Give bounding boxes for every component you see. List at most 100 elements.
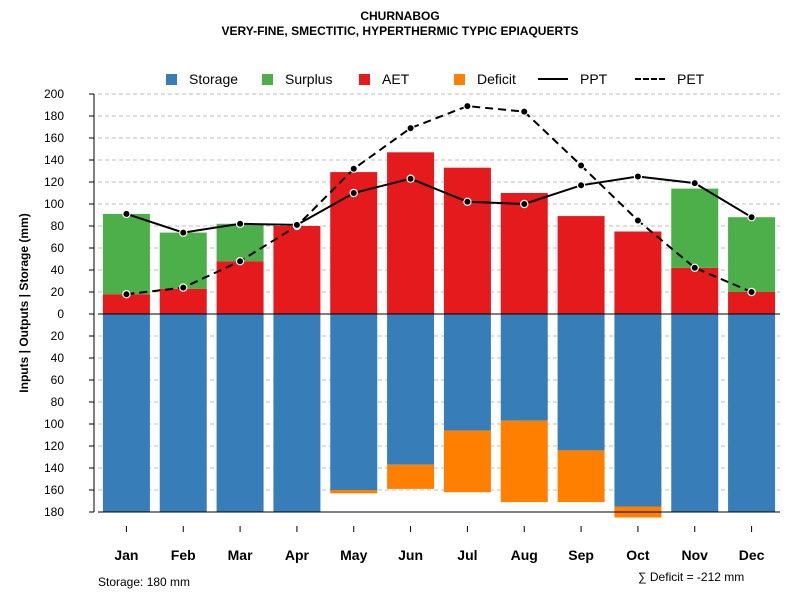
chart-subtitle: VERY-FINE, SMECTITIC, HYPERTHERMIC TYPIC… xyxy=(221,24,579,38)
legend-deficit: Deficit xyxy=(454,70,516,88)
x-tick-label-oct: Oct xyxy=(626,547,650,563)
pet-line-point-nov xyxy=(690,263,699,272)
legend-aet-swatch xyxy=(359,74,370,85)
deficit-bar-jul xyxy=(443,430,491,493)
y-tick-label-11: 20 xyxy=(51,329,65,343)
deficit-bar-aug xyxy=(500,420,548,503)
storage-bar-jul xyxy=(443,314,491,431)
storage-bar-sep xyxy=(557,314,605,451)
pet-line-point-may xyxy=(349,164,358,173)
y-tick-label-8: 40 xyxy=(51,263,65,277)
y-tick-label-2: 160 xyxy=(44,131,64,145)
x-tick-label-feb: Feb xyxy=(171,547,196,563)
legend-deficit-swatch xyxy=(454,74,465,85)
aet-bar-sep xyxy=(557,216,605,314)
pet-line-point-sep xyxy=(576,161,586,170)
storage-bar-aug xyxy=(500,314,548,421)
legend-ppt-label: PPT xyxy=(580,71,608,87)
ppt-line-point-aug xyxy=(520,199,529,209)
legend-deficit-label: Deficit xyxy=(477,71,516,87)
y-tick-label-16: 120 xyxy=(44,439,64,453)
ppt-line xyxy=(126,175,753,234)
ppt-line-point-jun xyxy=(406,174,415,183)
y-tick-label-0: 200 xyxy=(44,87,64,101)
storage-bar-dec xyxy=(728,314,776,512)
y-tick-label-3: 140 xyxy=(44,153,64,167)
y-tick-label-19: 180 xyxy=(44,505,64,519)
pet-line xyxy=(126,105,752,296)
ppt-line-point-nov xyxy=(690,178,699,188)
legend-storage-swatch xyxy=(166,74,177,85)
legend-storage-label: Storage xyxy=(189,71,239,87)
deficit-bar-may xyxy=(330,490,378,494)
aet-bar-mar xyxy=(216,261,264,314)
y-tick-label-7: 60 xyxy=(51,241,65,255)
legend-storage: Storage xyxy=(166,70,238,88)
ppt-line-point-jan xyxy=(122,209,131,219)
y-tick-label-13: 60 xyxy=(51,373,65,387)
legend-pet-line xyxy=(635,78,665,80)
legend-surplus: Surplus xyxy=(262,70,332,88)
storage-bar-may xyxy=(330,314,378,490)
storage-bar-oct xyxy=(614,314,662,507)
y-tick-label-15: 100 xyxy=(44,417,64,431)
chart-title: CHURNABOG xyxy=(360,9,440,23)
deficit-note: ∑ Deficit = -212 mm xyxy=(638,570,745,584)
pet-line-point-dec xyxy=(747,287,756,297)
storage-bar-feb xyxy=(159,314,207,512)
storage-bar-jan xyxy=(102,314,150,512)
x-tick-label-jan: Jan xyxy=(114,547,138,563)
x-tick-label-nov: Nov xyxy=(682,547,709,563)
legend-pet-label: PET xyxy=(677,71,705,87)
ppt-line-point-sep xyxy=(576,181,586,190)
y-tick-label-1: 180 xyxy=(44,109,64,123)
legend-aet-label: AET xyxy=(382,71,410,87)
pet-line-point-feb xyxy=(179,283,188,292)
legend-surplus-label: Surplus xyxy=(285,71,333,87)
y-tick-label-4: 120 xyxy=(44,175,64,189)
y-tick-label-14: 80 xyxy=(51,395,65,409)
y-tick-label-5: 100 xyxy=(44,197,64,211)
surplus-bar-nov xyxy=(671,188,719,268)
ppt-line-point-oct xyxy=(633,172,643,181)
aet-bar-jul xyxy=(443,167,491,314)
deficit-bar-jun xyxy=(387,464,435,489)
ppt-line-point-dec xyxy=(747,212,756,222)
ppt-line-point-mar xyxy=(235,219,245,228)
aet-bar-jan xyxy=(102,294,150,314)
x-tick-label-aug: Aug xyxy=(511,547,538,563)
y-tick-label-18: 160 xyxy=(44,483,64,497)
legend-aet: AET xyxy=(359,70,409,88)
y-axis-label: Inputs | Outputs | Storage (mm) xyxy=(17,213,31,392)
storage-bar-nov xyxy=(671,314,719,512)
ppt-line-point-may xyxy=(349,188,358,198)
aet-bar-feb xyxy=(159,288,207,314)
legend: Storage Surplus AET Deficit PPT PET xyxy=(0,70,800,90)
pet-line-point-jan xyxy=(122,290,131,299)
y-tick-label-9: 20 xyxy=(51,285,65,299)
x-tick-label-dec: Dec xyxy=(739,547,765,563)
surplus-bar-dec xyxy=(728,217,776,292)
x-tick-label-jul: Jul xyxy=(457,547,477,563)
pet-line-point-jul xyxy=(463,101,472,111)
surplus-bar-feb xyxy=(159,232,207,289)
storage-bar-apr xyxy=(273,314,321,512)
pet-line-point-jun xyxy=(406,123,415,133)
storage-note: Storage: 180 mm xyxy=(98,575,191,589)
aet-bar-apr xyxy=(273,226,321,314)
pet-line-point-aug xyxy=(520,107,529,116)
ppt-line-point-apr xyxy=(292,220,302,230)
storage-bar-mar xyxy=(216,314,264,512)
deficit-bar-sep xyxy=(557,450,605,503)
x-tick-label-apr: Apr xyxy=(285,547,310,563)
x-tick-label-jun: Jun xyxy=(398,547,423,563)
aet-bar-oct xyxy=(614,231,662,314)
surplus-bar-jan xyxy=(102,213,150,295)
legend-ppt: PPT xyxy=(538,70,607,88)
x-tick-label-sep: Sep xyxy=(568,547,594,563)
x-tick-label-may: May xyxy=(340,547,367,563)
legend-ppt-line xyxy=(538,78,568,80)
y-tick-label-10: 0 xyxy=(57,307,64,321)
aet-bar-dec xyxy=(728,292,776,314)
